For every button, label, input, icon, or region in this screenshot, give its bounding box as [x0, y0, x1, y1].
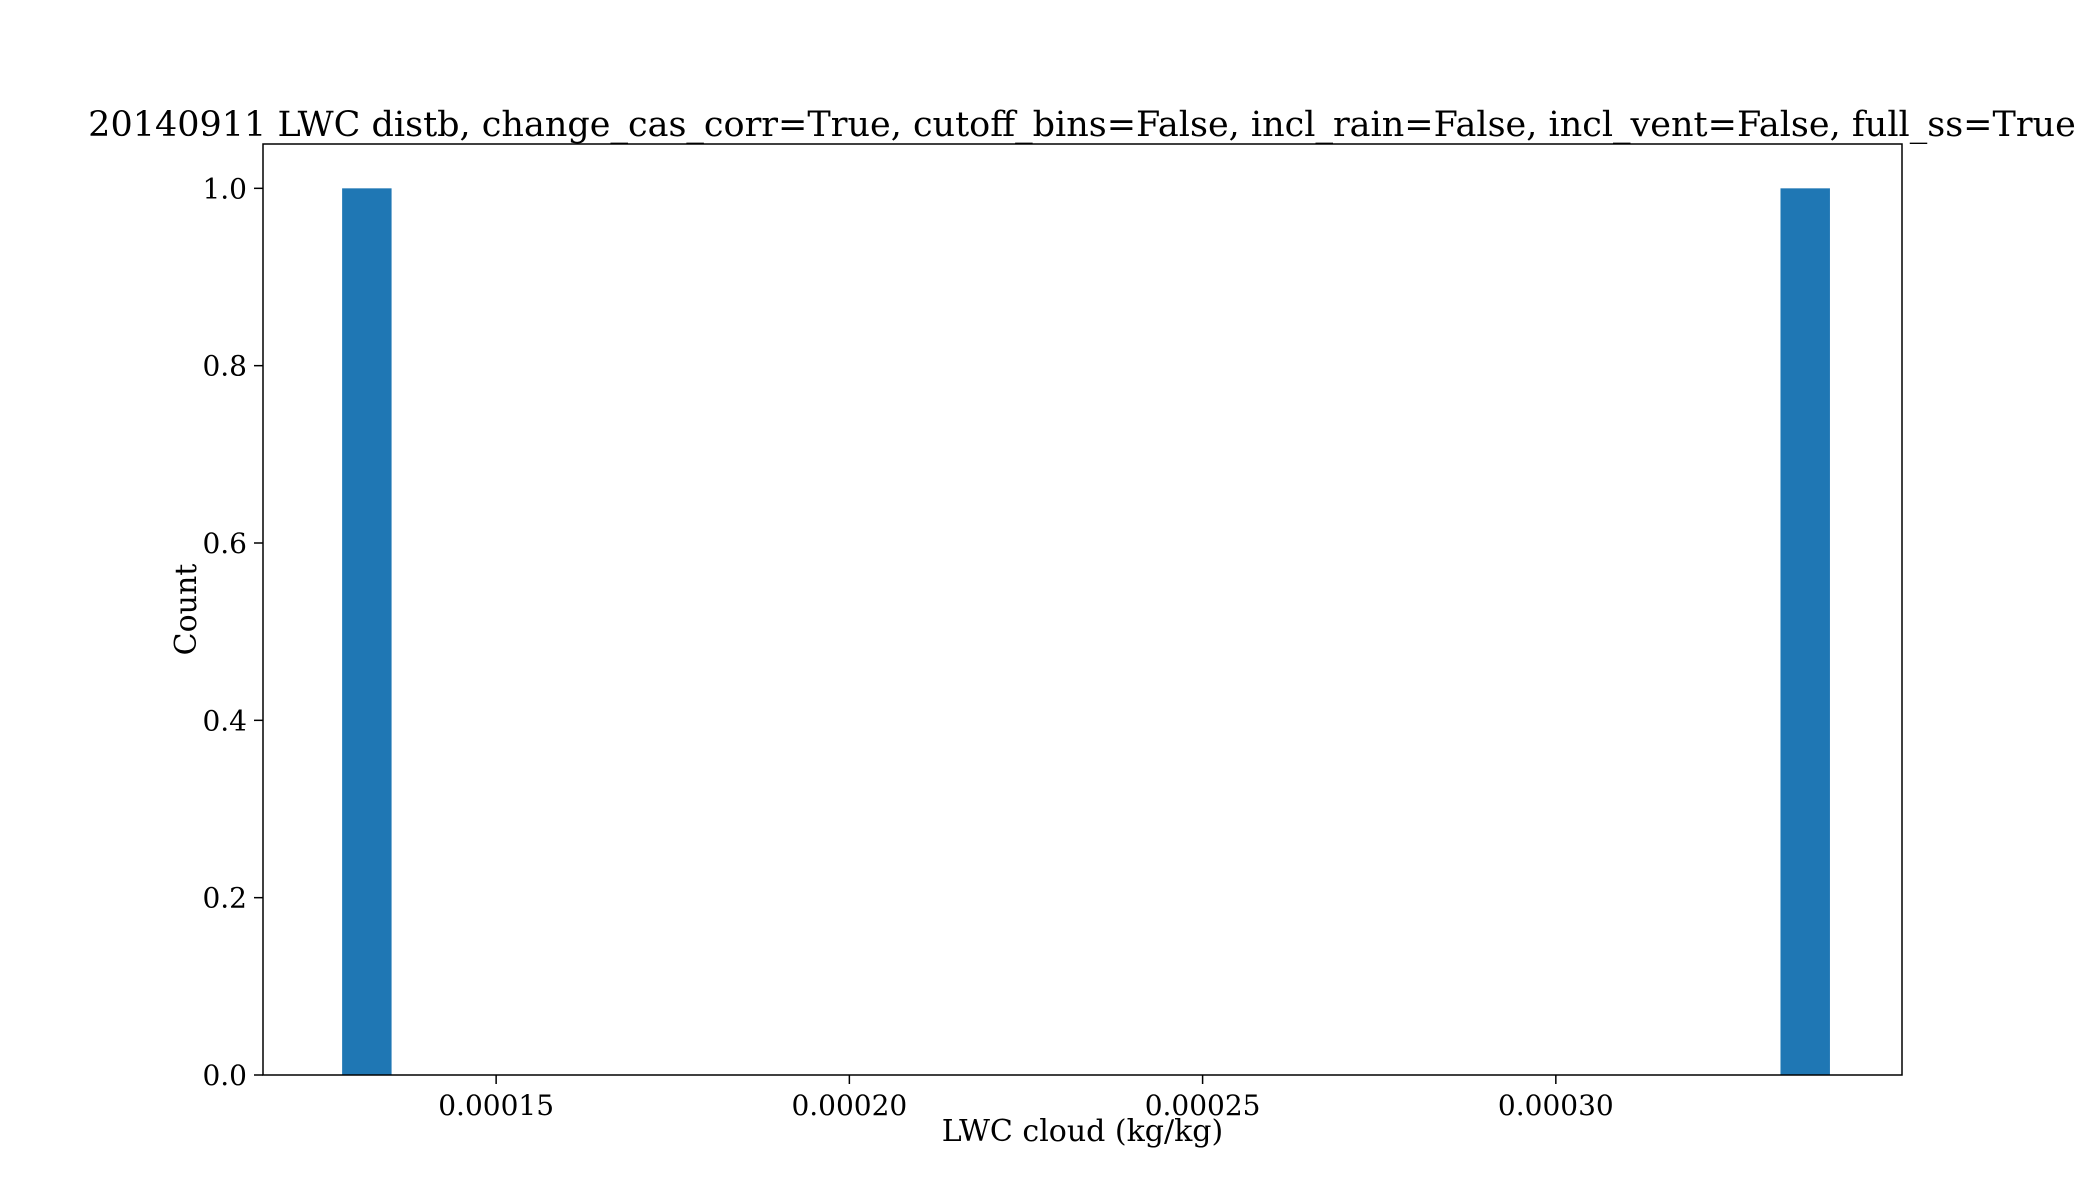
- y-tick-label: 1.0: [202, 172, 247, 205]
- y-tick-label: 0.8: [202, 350, 247, 383]
- y-tick-label: 0.0: [202, 1059, 247, 1092]
- chart-title: 20140911 LWC distb, change_cas_corr=True…: [88, 105, 2076, 145]
- x-tick-label: 0.00025: [1145, 1089, 1261, 1122]
- plot-frame: [262, 143, 1903, 1076]
- x-tick-label: 0.00020: [791, 1089, 907, 1122]
- y-tick-label: 0.4: [202, 704, 247, 737]
- histogram-bar-2: [1780, 188, 1830, 1076]
- y-tick-label: 0.2: [202, 882, 247, 915]
- x-axis-label: LWC cloud (kg/kg): [942, 1114, 1223, 1149]
- bars-group: [342, 188, 1830, 1076]
- y-axis-label: Count: [169, 564, 204, 656]
- x-tick-label: 0.00015: [438, 1089, 554, 1122]
- y-tick-label: 0.6: [202, 527, 247, 560]
- y-axis: 0.0 0.2 0.4 0.6 0.8 1.0: [202, 172, 263, 1092]
- x-tick-label: 0.00030: [1498, 1089, 1614, 1122]
- x-axis: 0.00015 0.00020 0.00025 0.00030: [438, 1075, 1614, 1122]
- histogram-bar-1: [342, 188, 392, 1076]
